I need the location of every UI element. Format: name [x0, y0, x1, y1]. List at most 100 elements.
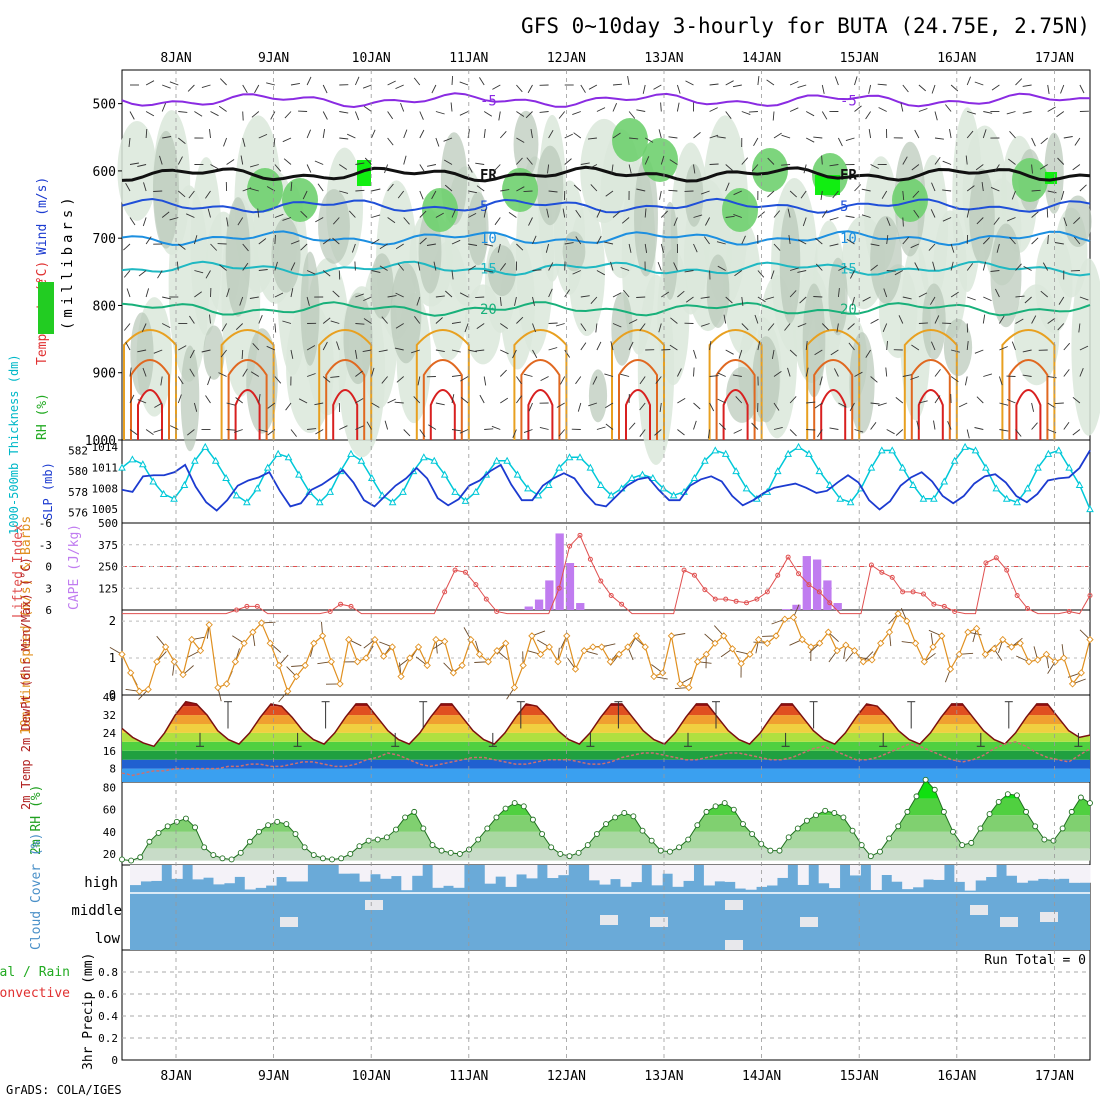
wind-barb	[1055, 403, 1064, 404]
rh-point	[686, 837, 691, 842]
day-label-top: 8JAN	[160, 51, 191, 66]
rh-point	[348, 851, 353, 856]
rh-point	[1088, 801, 1093, 806]
day-label-top: 9JAN	[258, 51, 289, 66]
cloud-high-clear	[1027, 865, 1038, 881]
temp-ylabel: 2m Temp 2m DewPt (6hr Min/Max) (°C)	[19, 557, 33, 810]
day-label-top: 11JAN	[449, 51, 488, 66]
rh-point	[996, 799, 1001, 804]
cloud-high-clear	[735, 865, 746, 889]
cloud-high-clear	[829, 865, 840, 888]
cloud-high-clear	[453, 865, 464, 888]
rh-point	[549, 845, 554, 850]
cape-y-tick: 500	[98, 517, 118, 530]
cloud-high-clear	[255, 865, 266, 888]
day-label-bottom: 12JAN	[547, 1069, 586, 1084]
rh-point	[667, 849, 672, 854]
rh-point	[120, 857, 125, 862]
cloud-high-clear	[933, 865, 944, 880]
day-label-bottom: 10JAN	[352, 1069, 391, 1084]
cloud-high-clear	[913, 865, 924, 887]
cloud-high-clear	[495, 865, 506, 877]
wind-barb	[524, 191, 533, 192]
rh-point	[877, 849, 882, 854]
day-label-top: 12JAN	[547, 51, 586, 66]
day-label-top: 16JAN	[937, 51, 976, 66]
rh-point	[594, 832, 599, 837]
isotherm-label: 20	[480, 302, 497, 318]
day-label-bottom: 9JAN	[258, 1069, 289, 1084]
upper-y-tick: 700	[93, 232, 116, 247]
isotherm-label: 20	[840, 302, 857, 318]
rh-point	[339, 856, 344, 861]
rh-point	[138, 855, 143, 860]
cape-y-tick: 125	[98, 582, 118, 595]
cloud-high-clear	[902, 865, 913, 889]
wind-barb	[694, 368, 695, 377]
day-label-bottom: 17JAN	[1035, 1069, 1074, 1084]
wind-barb	[1047, 209, 1048, 218]
cape-y-tick: 375	[98, 539, 118, 552]
wind-barb	[636, 297, 645, 298]
chart-title: GFS 0~10day 3-hourly for BUTA (24.75E, 2…	[521, 14, 1090, 38]
cloud-high-clear	[391, 865, 402, 876]
cloud-high-clear	[151, 865, 162, 881]
cloud-high-clear	[923, 865, 934, 879]
rh-point	[430, 843, 435, 848]
rh-point	[266, 823, 271, 828]
precip-total-rain-label: Total / Rain	[0, 965, 70, 980]
cloud-high-clear	[600, 865, 611, 885]
isotherm-label: -5	[840, 93, 857, 109]
rh-point	[649, 838, 654, 843]
cape-y-tick: 250	[98, 561, 118, 574]
cloud-high-clear	[954, 865, 965, 882]
cloud-high-clear	[266, 865, 277, 886]
precip-ylabel: 3hr Precip (mm)	[81, 953, 96, 1070]
li-y-tick: 0	[45, 561, 52, 574]
rh-point	[448, 850, 453, 855]
cloud-high-clear	[610, 865, 621, 879]
isotherm-label: 10	[840, 231, 857, 247]
rh-point	[841, 815, 846, 820]
rh-point	[485, 826, 490, 831]
rh-point	[1014, 793, 1019, 798]
day-label-top: 15JAN	[840, 51, 879, 66]
cloud-high-clear	[339, 865, 350, 874]
rh-shade-green	[722, 188, 758, 232]
frame-precip	[122, 950, 1090, 1060]
wind-barb	[355, 262, 356, 271]
cloud-high-clear	[297, 865, 308, 881]
cloud-mid-clear	[600, 915, 618, 925]
thickness-y-tick: 582	[68, 444, 88, 457]
cloud-high-clear	[547, 865, 558, 878]
rh-shade-mid	[318, 189, 350, 264]
cloud-high-clear	[130, 865, 141, 885]
wind-barb	[919, 323, 928, 324]
cloud-mid-clear	[800, 917, 818, 927]
precip-y-tick: 0.8	[98, 966, 118, 979]
isotherm-label: -5	[480, 93, 497, 109]
cloud-high-clear	[986, 865, 997, 877]
cloud-high-clear	[975, 865, 986, 880]
rh-point	[987, 812, 992, 817]
rh-shade-mid	[589, 369, 607, 422]
upper-y-tick: 800	[93, 299, 116, 314]
rh-point	[293, 832, 298, 837]
cloud-high-clear	[234, 865, 245, 877]
cloud-high-clear	[673, 865, 684, 887]
slp-y-tick: 1008	[92, 482, 119, 495]
rh-point	[129, 858, 134, 863]
rh-y-tick: 60	[103, 804, 116, 817]
rh-point	[558, 851, 563, 856]
rh-point	[1069, 809, 1074, 814]
rh-y-tick: 80	[103, 782, 116, 795]
rh-point	[330, 857, 335, 862]
isotherm-label: 5	[840, 199, 848, 215]
rh-shade-mid	[271, 217, 300, 292]
rh-point	[193, 825, 198, 830]
rh-point	[859, 843, 864, 848]
temp-band	[122, 751, 1090, 760]
cloud-high-clear	[965, 865, 976, 891]
rh-point	[494, 815, 499, 820]
rh-point	[923, 777, 928, 782]
